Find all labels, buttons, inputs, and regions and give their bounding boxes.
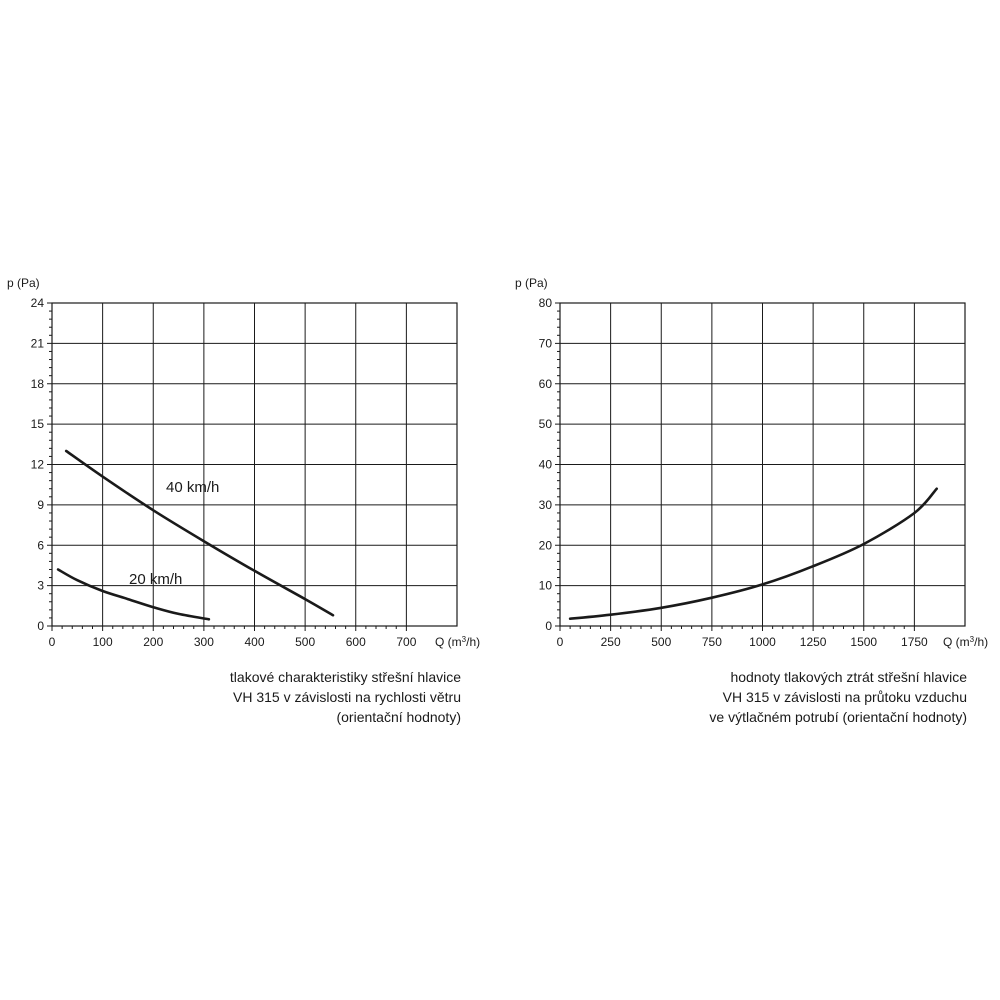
y-tick-label: 10 [539, 579, 553, 593]
x-tick-label: 200 [143, 635, 163, 649]
y-tick-label: 9 [37, 498, 44, 512]
y-tick-label: 70 [539, 336, 553, 350]
x-tick-label: 0 [557, 635, 564, 649]
y-tick-label: 12 [31, 458, 45, 472]
caption-line: VH 315 v závislosti na průtoku vzduchu [722, 689, 967, 705]
x-tick-label: 1500 [850, 635, 877, 649]
series-line-0-1 [56, 568, 211, 621]
caption-chart-wind-pressure: tlakové charakteristiky střešní hlavice … [230, 667, 461, 727]
x-tick-label: 700 [396, 635, 416, 649]
x-tick-label: 1000 [749, 635, 776, 649]
y-tick-label: 40 [539, 458, 553, 472]
y-tick-label: 3 [37, 579, 44, 593]
y-tick-label: 30 [539, 498, 553, 512]
series-line-0-0 [64, 449, 335, 617]
series-label: 20 km/h [129, 571, 182, 588]
series-line-1-0 [568, 487, 938, 620]
y-tick-label: 24 [31, 296, 45, 310]
x-tick-label: 300 [194, 635, 214, 649]
x-tick-label: 100 [93, 635, 113, 649]
y-tick-label: 0 [37, 619, 44, 633]
y-axis-label: p (Pa) [515, 276, 548, 290]
caption-chart-pressure-loss: hodnoty tlakových ztrát střešní hlavice … [709, 667, 967, 727]
chart-pressure-loss: 0 10 20 30 40 50 60 70 80 0 250 500 750 1000 1250 1500 1… [515, 276, 988, 649]
x-tick-label: 600 [346, 635, 366, 649]
y-tick-label: 80 [539, 296, 553, 310]
y-tick-label: 6 [37, 538, 44, 552]
chart-wind-pressure: 0 3 6 9 12 15 18 21 24 0 100 200 300 400 500 600 700 p (P… [7, 276, 480, 649]
x-axis-label: Q (m3/h) [435, 635, 480, 649]
x-axis-label: Q (m3/h) [943, 635, 988, 649]
series-label: 40 km/h [166, 479, 219, 496]
x-tick-label: 1750 [901, 635, 928, 649]
x-tick-label: 500 [295, 635, 315, 649]
y-tick-label: 60 [539, 377, 553, 391]
x-tick-label: 0 [49, 635, 56, 649]
y-tick-label: 18 [31, 377, 45, 391]
y-tick-label: 15 [31, 417, 45, 431]
caption-line: VH 315 v závislosti na rychlosti větru [233, 689, 461, 705]
y-axis-label: p (Pa) [7, 276, 40, 290]
y-tick-label: 50 [539, 417, 553, 431]
x-tick-label: 400 [244, 635, 264, 649]
x-tick-label: 250 [601, 635, 621, 649]
caption-line: ve výtlačném potrubí (orientační hodnoty… [709, 709, 967, 725]
x-tick-label: 1250 [800, 635, 827, 649]
y-tick-label: 0 [545, 619, 552, 633]
y-tick-label: 20 [539, 538, 553, 552]
x-tick-label: 750 [702, 635, 722, 649]
caption-line: tlakové charakteristiky střešní hlavice [229, 669, 461, 685]
caption-line: hodnoty tlakových ztrát střešní hlavice [730, 669, 967, 685]
caption-line: (orientační hodnoty) [336, 709, 461, 725]
y-tick-label: 21 [31, 336, 45, 350]
x-tick-label: 500 [651, 635, 671, 649]
